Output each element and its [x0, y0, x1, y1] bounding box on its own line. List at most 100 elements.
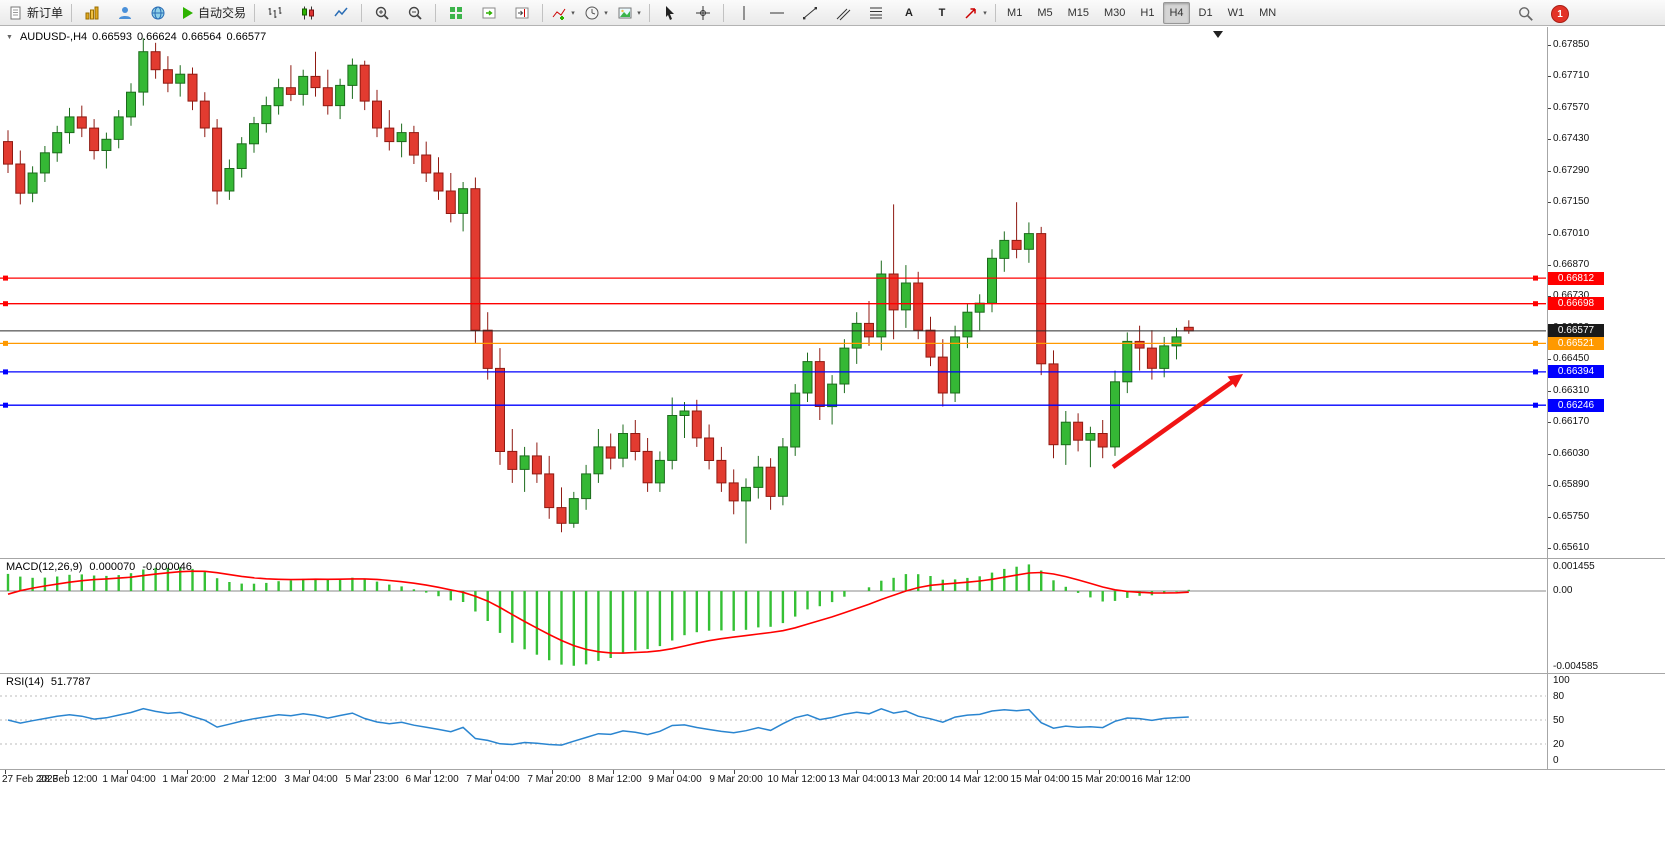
candle-body [987, 257, 997, 304]
timeframe-m30-button[interactable]: M30 [1104, 6, 1126, 19]
candle-body [187, 73, 198, 102]
chart-shift-button[interactable] [506, 1, 538, 25]
navigator-button[interactable] [142, 1, 174, 25]
price-tag: 0.66698 [1548, 297, 1604, 310]
panel-separator[interactable] [0, 558, 1665, 559]
one-click-trading-toggle-icon[interactable]: ▼ [6, 33, 13, 41]
line-handle[interactable] [3, 402, 8, 408]
text-tool-icon: A [905, 6, 913, 19]
channel-tool-button[interactable] [827, 1, 859, 25]
candle-body [937, 356, 948, 394]
trendline-tool-button[interactable] [794, 1, 826, 25]
line-handle[interactable] [1533, 275, 1538, 281]
candle-body [507, 450, 518, 470]
notification-badge[interactable]: 1 [1551, 5, 1569, 23]
templates-button[interactable]: ▾ [613, 1, 645, 25]
price-tag: 0.66812 [1548, 272, 1604, 285]
search-button[interactable] [1510, 2, 1542, 26]
cursor-button[interactable] [654, 1, 686, 25]
line-handle[interactable] [1533, 402, 1538, 408]
candle-body [261, 105, 272, 125]
time-axis-label: 5 Mar 23:00 [345, 774, 399, 785]
timeframe-h1-button[interactable]: H1 [1140, 6, 1155, 19]
price-axis-label: 0.67710 [1553, 70, 1590, 81]
timeframe-m15-button[interactable]: M15 [1067, 6, 1089, 19]
candle-body [691, 410, 702, 439]
candle-body [1023, 233, 1034, 250]
price-axis-tick [1547, 234, 1551, 235]
time-axis-label: 16 Mar 12:00 [1131, 774, 1191, 785]
timeframe-d1-button[interactable]: D1 [1198, 6, 1213, 19]
candle-body [950, 336, 961, 394]
main-price-chart[interactable] [0, 28, 1548, 558]
line-handle[interactable] [3, 275, 8, 281]
text-tool-button[interactable]: A [893, 1, 925, 25]
tile-windows-button[interactable] [440, 1, 472, 25]
crosshair-button[interactable] [687, 1, 719, 25]
red-arrow-annotation[interactable] [1111, 376, 1238, 469]
auto-trading-button[interactable]: 自动交易 [175, 1, 250, 25]
candle-body [544, 473, 555, 509]
timeframe-h4-button[interactable]: H4 [1163, 1, 1190, 24]
candle-body [101, 138, 112, 152]
price-axis-tick [1547, 139, 1551, 140]
fibonacci-tool-button[interactable] [860, 1, 892, 25]
candle-body [802, 361, 813, 394]
timeframe-m5-button[interactable]: M5 [1037, 6, 1053, 19]
candle-body [236, 143, 247, 170]
macd-indicator-panel[interactable] [0, 559, 1548, 673]
line-handle[interactable] [3, 301, 8, 307]
market-watch-button[interactable] [76, 1, 108, 25]
panel-separator[interactable] [0, 673, 1665, 674]
price-axis-tick [1547, 548, 1551, 549]
new-order-button[interactable]: 新订单 [4, 1, 67, 25]
timeframe-mn-button[interactable]: MN [1259, 6, 1277, 19]
time-axis-tick [613, 770, 614, 774]
candle-body [913, 282, 924, 331]
rsi-line [7, 707, 1189, 746]
price-axis-tick [1547, 45, 1551, 46]
candle-body [1048, 363, 1059, 446]
candle-body [126, 91, 136, 118]
indicators-icon [551, 5, 567, 21]
candle-body [212, 127, 223, 192]
periods-button[interactable]: ▾ [580, 1, 612, 25]
timeframe-m1-button[interactable]: M1 [1007, 6, 1023, 19]
horizontal-line-tool-button[interactable] [761, 1, 793, 25]
rsi-indicator-panel[interactable] [0, 674, 1548, 769]
candle-body [888, 273, 899, 311]
arrows-tool-button[interactable]: ▾ [959, 1, 991, 25]
candle-body [347, 64, 358, 86]
chart-shift-marker-icon[interactable] [1213, 31, 1223, 38]
line-handle[interactable] [3, 369, 8, 375]
candle-body [1085, 433, 1096, 441]
bar-chart-type-button[interactable] [259, 1, 291, 25]
red-arrow-head[interactable] [1227, 374, 1244, 388]
dropdown-caret-icon: ▾ [637, 9, 641, 17]
candle-body [716, 459, 727, 484]
line-handle[interactable] [1533, 301, 1538, 307]
price-axis-label: 0.67010 [1553, 228, 1590, 239]
candle-body [839, 347, 850, 385]
line-handle[interactable] [1533, 369, 1538, 375]
auto-scroll-button[interactable] [473, 1, 505, 25]
time-axis-tick [1159, 770, 1160, 774]
timeframe-w1-button[interactable]: W1 [1227, 6, 1245, 19]
data-window-icon [117, 5, 133, 21]
candle-body [150, 51, 161, 71]
candle-body [777, 446, 788, 497]
rsi-name: RSI(14) [6, 676, 44, 688]
line-handle[interactable] [3, 340, 8, 346]
line-handle[interactable] [1533, 340, 1538, 346]
line-chart-type-button[interactable] [325, 1, 357, 25]
price-axis-label: 0.66310 [1553, 385, 1590, 396]
macd-axis-label: 0.001455 [1553, 561, 1595, 572]
candlestick-chart-type-button[interactable] [292, 1, 324, 25]
zoom-out-button[interactable] [399, 1, 431, 25]
indicators-button[interactable]: ▾ [547, 1, 579, 25]
vertical-line-tool-button[interactable] [728, 1, 760, 25]
candle-body [1159, 345, 1170, 369]
data-window-button[interactable] [109, 1, 141, 25]
label-tool-button[interactable]: T [926, 1, 958, 25]
zoom-in-button[interactable] [366, 1, 398, 25]
